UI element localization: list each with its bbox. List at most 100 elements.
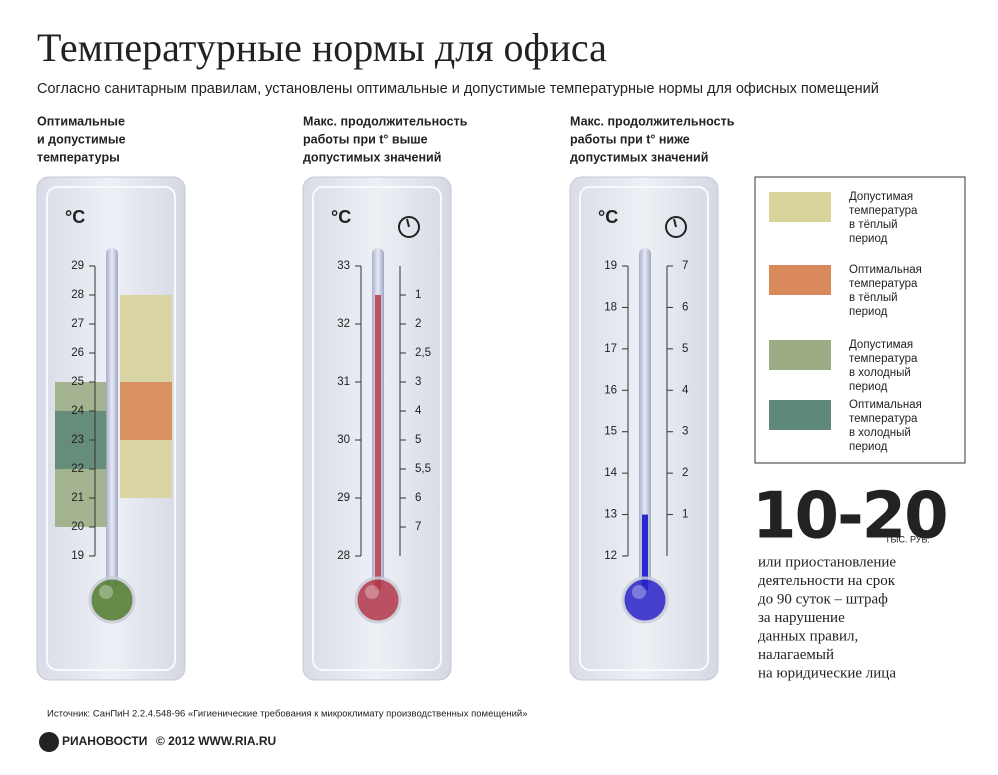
heading: допустимых значений: [570, 150, 708, 164]
bulb: [88, 576, 136, 624]
tick-label: 32: [337, 318, 350, 330]
legend-swatch: [769, 400, 831, 430]
legend-label: температура: [849, 278, 918, 290]
hour-label: 4: [682, 384, 689, 396]
penalty-text: данных правил,: [758, 628, 858, 644]
bulb-shine: [365, 585, 379, 599]
logo: [39, 732, 59, 752]
legend-swatch: [769, 192, 831, 222]
tick-label: 13: [604, 509, 617, 521]
legend-label: период: [849, 441, 888, 453]
hour-label: 5,5: [415, 463, 431, 475]
temperature-band: [120, 382, 172, 440]
bulb: [354, 576, 402, 624]
tick-label: 31: [337, 376, 350, 388]
hour-label: 6: [415, 492, 421, 504]
penalty-text: на юридические лица: [758, 665, 896, 681]
hour-label: 2: [682, 467, 688, 479]
tick-label: 16: [604, 384, 617, 396]
hour-label: 3: [415, 376, 421, 388]
copyright: © 2012 WWW.RIA.RU: [156, 734, 276, 748]
legend-swatch: [769, 340, 831, 370]
legend-label: Допустимая: [849, 339, 913, 351]
penalty-text: до 90 суток – штраф: [758, 591, 888, 607]
heading: и допустимые: [37, 132, 126, 146]
hour-label: 4: [415, 405, 422, 417]
tick-label: 19: [71, 550, 84, 562]
hour-label: 7: [415, 521, 421, 533]
tick-label: 24: [71, 405, 84, 417]
tick-label: 20: [71, 521, 84, 533]
penalty-text: или приостановление: [758, 554, 896, 570]
legend-label: температура: [849, 353, 918, 365]
legend-label: Оптимальная: [849, 399, 922, 411]
hour-label: 1: [682, 509, 688, 521]
heading: температуры: [37, 150, 120, 164]
temperature-band: [55, 411, 107, 469]
brand: РИАНОВОСТИ: [62, 734, 147, 748]
subtitle: Согласно санитарным правилам, установлен…: [37, 81, 879, 97]
bulb-shine: [632, 585, 646, 599]
hour-label: 1: [415, 289, 421, 301]
tick-label: 30: [337, 434, 350, 446]
legend-label: период: [849, 306, 888, 318]
legend-label: Допустимая: [849, 191, 913, 203]
bulb: [621, 576, 669, 624]
tick-label: 15: [604, 426, 617, 438]
heading: Макс. продолжительность: [570, 114, 735, 128]
hour-label: 5: [415, 434, 421, 446]
legend-box: [754, 176, 966, 464]
legend-label: в тёплый: [849, 219, 898, 231]
tick-label: 26: [71, 347, 84, 359]
tick-label: 33: [337, 260, 350, 272]
hour-label: 2: [415, 318, 421, 330]
legend-label: в тёплый: [849, 292, 898, 304]
legend-label: в холодный: [849, 367, 911, 379]
legend-label: температура: [849, 205, 918, 217]
tick-label: 27: [71, 318, 84, 330]
tick-label: 29: [337, 492, 350, 504]
unit: °С: [65, 207, 85, 227]
penalty-text: деятельности на срок: [758, 573, 896, 589]
bulb-shine: [99, 585, 113, 599]
tick-label: 17: [604, 343, 617, 355]
legend-label: период: [849, 381, 888, 393]
legend-label: период: [849, 233, 888, 245]
tube: [106, 248, 118, 588]
panel-inner: [579, 186, 709, 671]
tick-label: 22: [71, 463, 84, 475]
panel-inner: [46, 186, 176, 671]
hour-label: 7: [682, 260, 688, 272]
legend-label: в холодный: [849, 427, 911, 439]
hour-label: 5: [682, 343, 688, 355]
tick-label: 28: [71, 289, 84, 301]
hour-label: 2,5: [415, 347, 431, 359]
clock-hand: [406, 218, 410, 228]
tick-label: 28: [337, 550, 350, 562]
penalty-text: за нарушение: [758, 610, 845, 626]
hour-label: 3: [682, 426, 688, 438]
heading: допустимых значений: [303, 150, 441, 164]
penalty-text: налагаемый: [758, 647, 834, 663]
mercury: [642, 514, 648, 590]
legend-label: Оптимальная: [849, 264, 922, 276]
tick-label: 29: [71, 260, 84, 272]
tick-label: 19: [604, 260, 617, 272]
penalty-unit: ТЫС. РУБ.: [885, 534, 930, 544]
unit: °С: [331, 207, 351, 227]
clock-icon: [398, 216, 420, 238]
heading: работы при t° ниже: [570, 132, 690, 146]
tick-label: 23: [71, 434, 84, 446]
tick-label: 12: [604, 550, 617, 562]
title: Температурные нормы для офиса: [37, 25, 607, 70]
legend-swatch: [769, 265, 831, 295]
hour-label: 6: [682, 301, 688, 313]
clock-hand: [673, 218, 677, 228]
clock-icon: [665, 216, 687, 238]
tick-label: 14: [604, 467, 617, 479]
legend-label: температура: [849, 413, 918, 425]
penalty-amount: 10-20: [752, 480, 947, 554]
unit: °С: [598, 207, 618, 227]
heading: работы при t° выше: [303, 132, 428, 146]
